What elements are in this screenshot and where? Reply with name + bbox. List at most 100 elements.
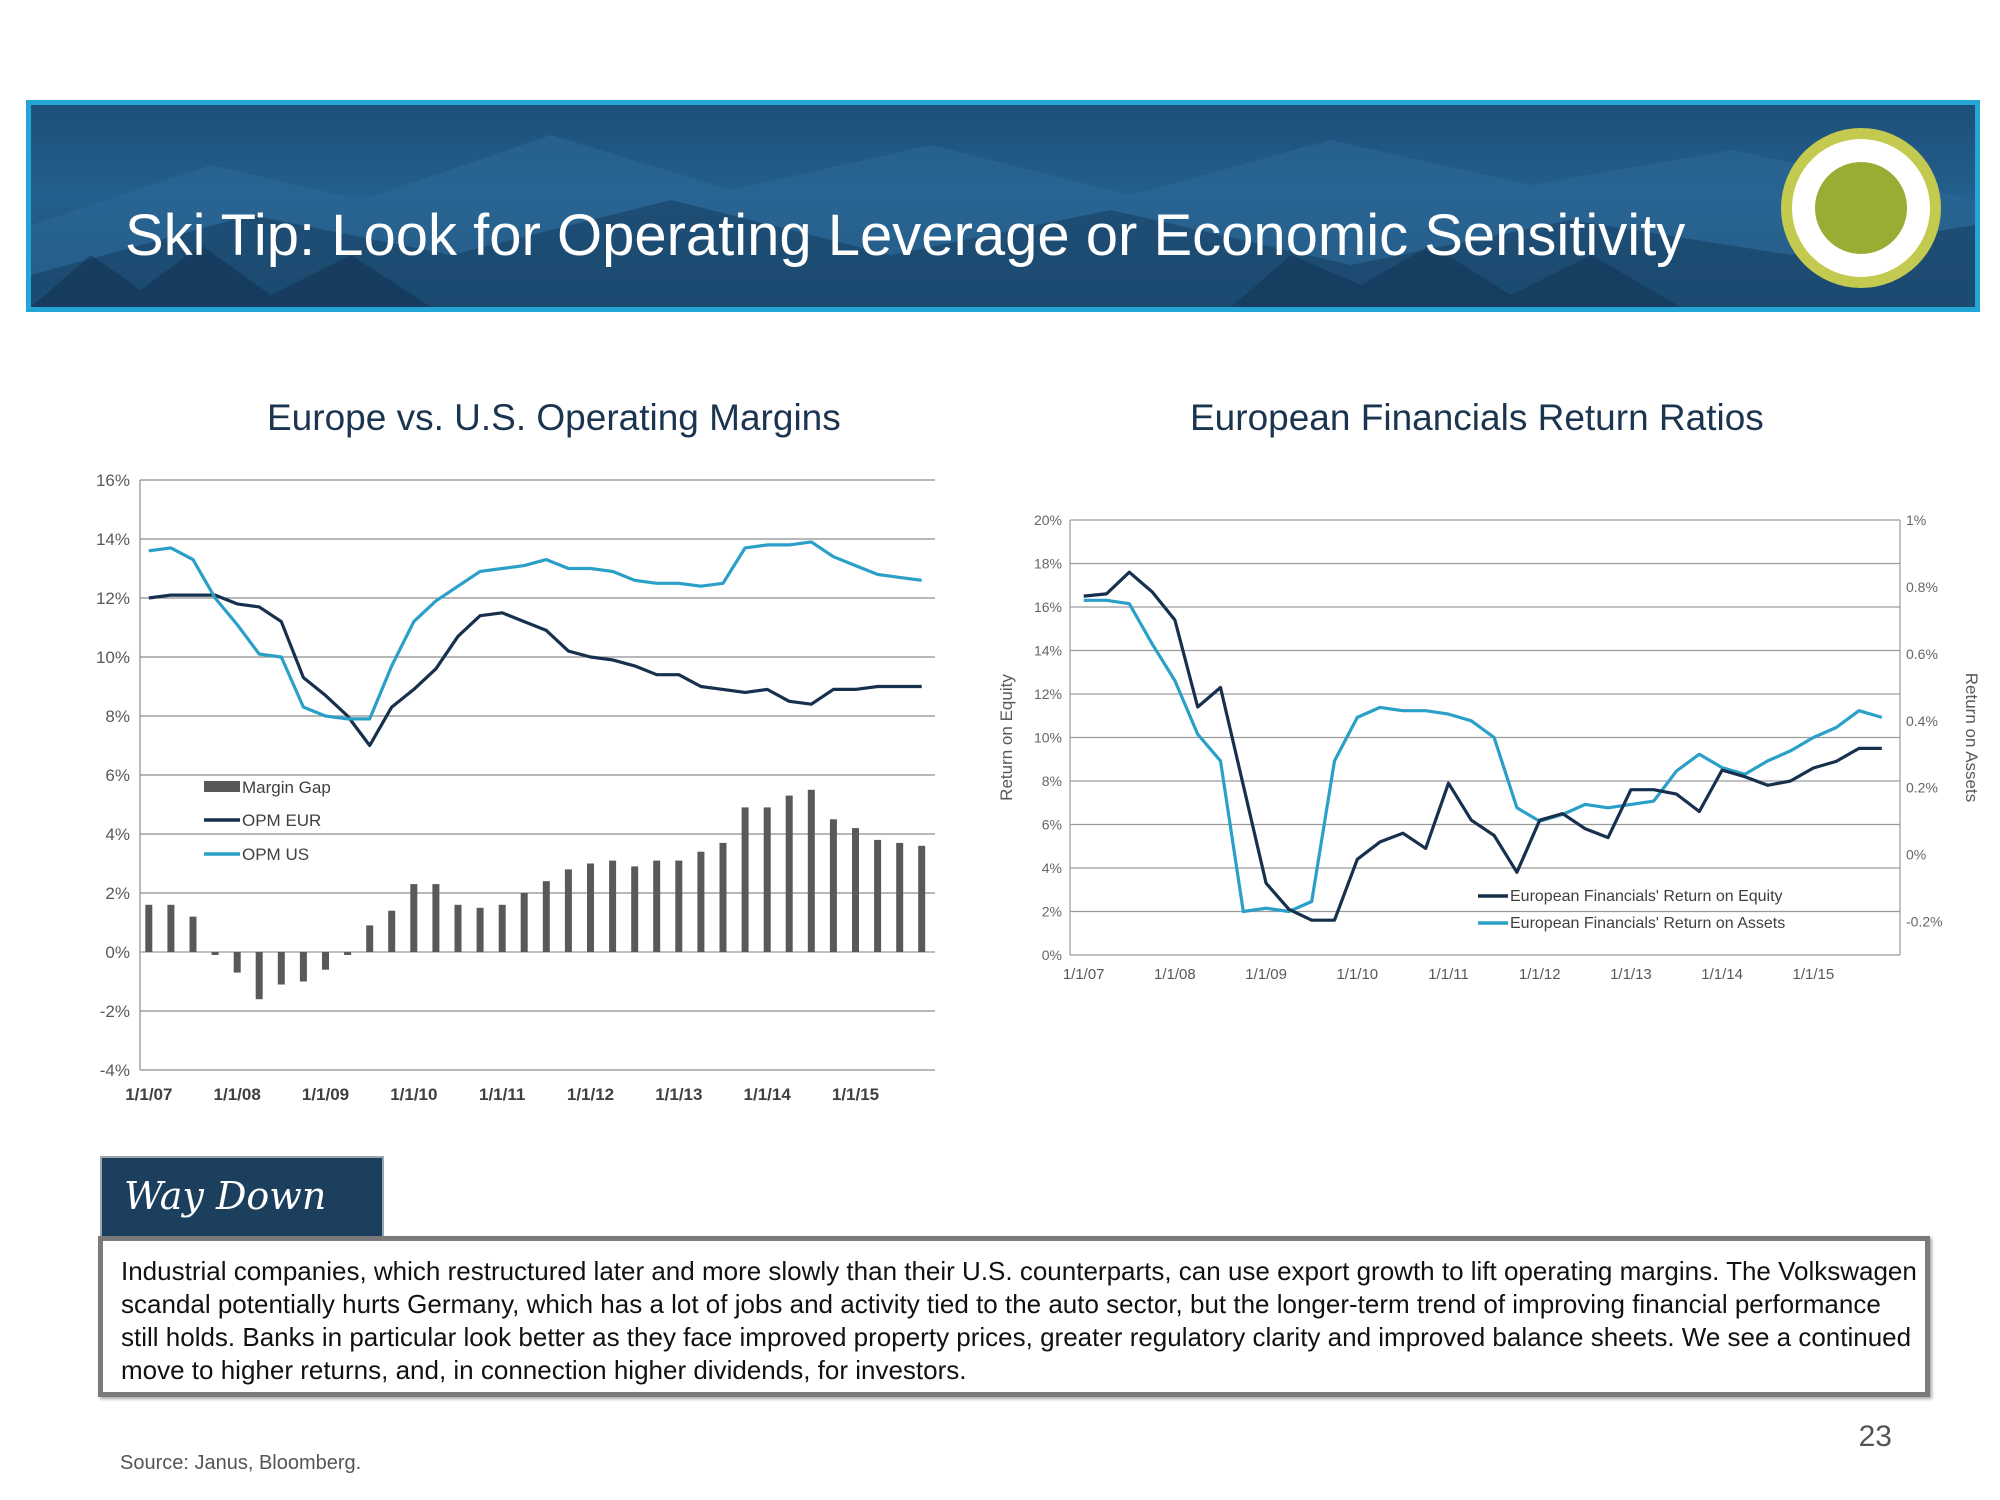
margin-gap-bar [189,916,197,952]
x-tick-label: 1/1/07 [1063,966,1105,983]
y-tick-label: 12% [1034,686,1062,702]
y-right-tick-label: 0.4% [1906,713,1938,729]
y-tick-label: 0% [1042,947,1062,963]
margin-gap-bar [852,828,859,952]
y-tick-label: 12% [96,589,130,608]
financials-return-ratios-chart: 20% 18% 16% 14% 12% 10% 8% 6% 4% 2% 0% 1% 0.8% 0.6% 0… [997,512,1980,983]
margin-gap-bar [807,789,815,953]
legend-label: OPM EUR [242,811,321,830]
x-tick-label: 1/1/11 [479,1085,525,1104]
y-tick-label: -4% [100,1061,130,1080]
margin-gap-bar [145,904,153,952]
target-badge-icon [1781,128,1941,288]
y-axis-title-left: Return on Equity [997,674,1016,801]
return-on-assets-line [1083,598,1883,914]
margin-gap-bar [432,884,440,952]
margin-gap-bar [609,860,617,952]
y-tick-label: 16% [96,471,130,490]
commentary-text: Industrial companies, which restructured… [121,1256,1917,1385]
y-right-tick-label: -0.2% [1906,914,1943,930]
y-tick-label: 18% [1034,556,1062,572]
x-tick-label: 1/1/09 [1245,966,1287,983]
y-tick-label: 14% [96,530,130,549]
y-tick-label: 4% [1042,860,1062,876]
margin-gap-bar [542,881,550,952]
x-tick-label: 1/1/11 [1428,966,1469,983]
margin-gap-bar [564,869,572,952]
title-banner: Ski Tip: Look for Operating Leverage or … [26,100,1980,312]
y-right-tick-label: 0.8% [1906,579,1938,595]
y-right-tick-label: 0% [1906,847,1926,863]
margin-gap-bar [344,952,352,955]
y-right-tick-label: 0.2% [1906,780,1938,796]
margin-gap-bar [653,860,661,952]
margin-gap-bar [631,866,639,952]
margin-gap-bar [388,910,396,952]
x-tick-label: 1/1/12 [567,1085,614,1104]
way-down-label-text: Way Down [124,1174,327,1218]
x-tick-label: 1/1/15 [832,1085,879,1104]
margin-gap-bar [874,839,882,952]
legend-label: European Financials' Return on Assets [1510,915,1785,932]
x-tick-label: 1/1/09 [302,1085,349,1104]
x-tick-label: 1/1/14 [1701,966,1743,983]
legend-label: OPM US [242,845,309,864]
x-tick-label: 1/1/14 [744,1085,792,1104]
y-tick-label: 6% [1042,817,1062,833]
commentary-box: Industrial companies, which restructured… [98,1236,1930,1397]
margin-gap-bar [410,884,418,952]
x-tick-label: 1/1/07 [125,1085,172,1104]
opm-us-line [148,540,922,721]
margin-gap-bar [211,952,219,955]
y-right-tick-label: 1% [1906,512,1926,528]
margin-gap-bar [167,904,175,952]
margin-gap-bar [785,795,793,952]
margin-gap-bar [322,952,329,970]
y-tick-label: 6% [105,766,130,785]
y-tick-label: 10% [1034,730,1062,746]
margin-gap-bar [476,907,484,953]
x-tick-label: 1/1/10 [1336,966,1378,983]
operating-margins-chart: 16% 14% 12% 10% 8% 6% 4% 2% 0% -2% -4% 1/1/07 1/1/0… [96,471,935,1104]
x-tick-label: 1/1/10 [390,1085,437,1104]
margin-gap-bar [719,842,727,952]
y-tick-label: 10% [96,648,130,667]
y-tick-label: 8% [105,707,130,726]
chart1-title: Europe vs. U.S. Operating Margins [267,397,841,438]
margin-gap-bar [587,863,594,952]
y-tick-label: 8% [1042,773,1062,789]
x-tick-label: 1/1/08 [214,1085,261,1104]
x-tick-label: 1/1/15 [1792,966,1834,983]
y-tick-label: 2% [105,884,130,903]
margin-gap-bar [829,819,837,953]
y-tick-label: 20% [1034,512,1062,528]
margin-gap-bar [498,904,506,952]
margin-gap-bar [896,842,904,952]
x-tick-label: 1/1/12 [1519,966,1561,983]
y-tick-label: -2% [100,1002,130,1021]
return-on-equity-line [1083,570,1882,922]
source-note: Source: Janus, Bloomberg. [120,1452,362,1474]
margin-gap-bar [366,925,374,952]
y-tick-label: 4% [105,825,130,844]
x-tick-label: 1/1/13 [655,1085,702,1104]
slide-title: Ski Tip: Look for Operating Leverage or … [125,203,1686,268]
y-tick-label: 2% [1042,904,1062,920]
margin-gap-bar [763,807,771,952]
y-tick-label: 14% [1034,643,1062,659]
page-number: 23 [1858,1420,1892,1453]
margin-gap-bar [454,904,462,952]
x-tick-label: 1/1/13 [1610,966,1652,983]
margin-gap-bar [520,893,528,952]
margin-gap-bar [697,851,705,952]
banner-mountain-background [31,135,1975,307]
x-tick-label: 1/1/08 [1154,966,1196,983]
legend-label: Margin Gap [242,778,331,797]
margin-gap-bar [233,952,241,973]
margin-gap-bar [675,860,683,952]
margin-gap-bar [277,952,285,985]
y-tick-label: 16% [1034,599,1062,615]
y-axis-title-right: Return on Assets [1962,673,1980,802]
legend-label: European Financials' Return on Equity [1510,888,1783,905]
y-tick-label: 0% [105,943,130,962]
